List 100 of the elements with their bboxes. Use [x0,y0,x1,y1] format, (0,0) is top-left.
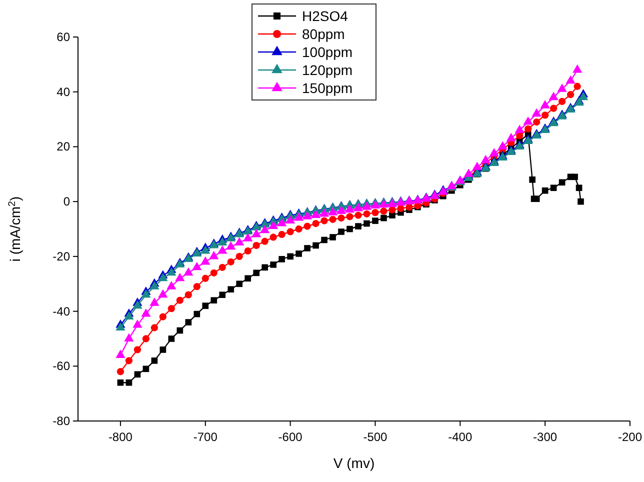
point [209,250,219,260]
point [572,174,578,180]
point [158,272,168,282]
point [218,245,228,254]
legend-label: 100ppm [302,44,353,60]
point [262,264,268,271]
point [244,275,252,282]
point [117,379,124,386]
point [380,214,387,222]
point [566,75,576,84]
legend-label: 120ppm [302,62,353,78]
y-tick-label: 40 [56,84,70,99]
point [572,64,582,73]
point [310,210,321,218]
point [304,222,311,230]
x-tick-label: -500 [363,430,388,444]
point [304,245,310,252]
point [270,234,277,241]
point [244,247,252,255]
point [388,206,396,214]
point [346,226,353,232]
point [270,261,276,268]
point [328,206,338,216]
point [134,346,142,354]
point [489,148,499,156]
point [532,108,542,117]
point [329,216,336,223]
point [542,187,548,194]
y-tick-label: 20 [56,140,70,154]
point [168,336,175,342]
point [287,253,294,260]
point [150,298,160,306]
point [132,319,142,328]
point [574,82,581,90]
point [294,212,304,221]
point [210,297,218,304]
point [514,124,524,134]
point [557,84,567,92]
point [150,324,158,332]
point [226,241,236,250]
point [184,267,194,276]
point [200,245,210,254]
point [312,220,320,228]
point [202,274,209,282]
point [566,91,574,98]
point [202,302,209,309]
legend-label: H2SO4 [302,8,348,24]
y-tick-label: 60 [56,30,70,44]
point [533,118,540,126]
point [302,211,312,220]
x-axis-title: V (mv) [333,455,375,471]
point [142,335,150,342]
point [200,256,210,265]
point [346,213,354,220]
y-tick-label: -60 [52,359,70,374]
point [364,220,370,227]
point [506,132,516,142]
point [158,289,168,298]
point [338,214,345,222]
point [132,300,142,309]
point [125,357,133,364]
point [141,289,151,298]
x-tick-label: -600 [278,430,303,444]
point [268,220,278,230]
point [260,224,270,234]
point [380,208,388,215]
point [296,250,302,257]
x-tick-label: -700 [193,430,218,444]
point [166,267,176,276]
point [176,296,184,304]
point [533,196,540,202]
point [219,292,226,298]
point [252,228,262,238]
point [338,228,344,235]
point [319,208,330,217]
point [312,242,319,249]
point [472,162,482,170]
point [218,237,228,246]
point [134,371,141,378]
point [126,379,132,386]
point [210,269,218,276]
point [480,154,490,164]
x-tick-label: -400 [448,430,472,444]
point [227,258,234,266]
point [116,350,126,358]
point [540,100,550,108]
point [261,238,268,245]
legend-label: 80ppm [302,26,345,42]
point [550,104,558,112]
point [354,212,362,219]
point [124,333,134,342]
point [355,223,362,230]
point [218,264,226,271]
point [193,283,200,290]
point [160,346,166,353]
point [236,280,243,288]
point [362,202,372,210]
point [372,218,378,224]
point [363,210,370,218]
point [529,176,536,183]
